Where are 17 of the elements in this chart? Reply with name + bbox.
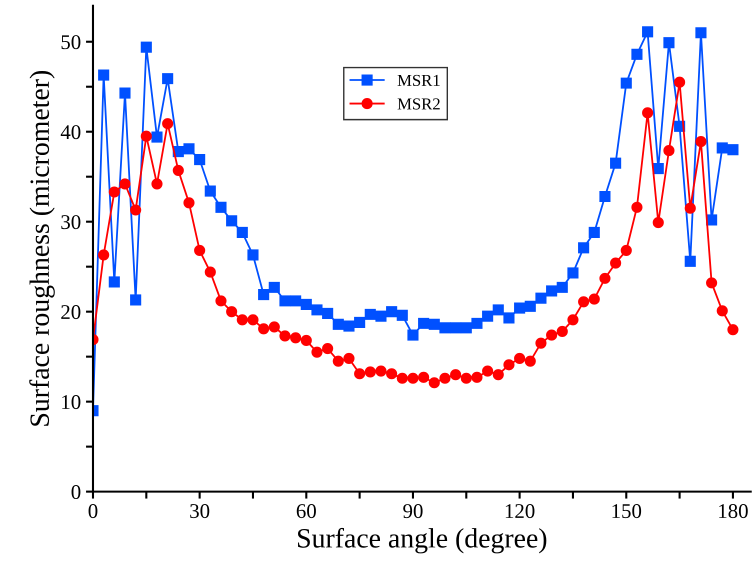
y-tick-label: 0 bbox=[72, 485, 80, 500]
x-tick-label: 60 bbox=[296, 504, 316, 518]
x-tick-label: 120 bbox=[506, 504, 534, 518]
x-tick-label: 150 bbox=[612, 504, 642, 518]
y-tick-label: 10 bbox=[62, 395, 80, 410]
y-tick-label: 50 bbox=[62, 35, 80, 50]
x-tick-label: 0 bbox=[88, 504, 98, 518]
x-tick-label: 90 bbox=[403, 504, 423, 518]
x-axis-title: Surface angle (degree) bbox=[298, 528, 546, 554]
legend-label: MSR2 bbox=[398, 98, 440, 110]
legend-label: MSR1 bbox=[398, 74, 440, 86]
x-tick-label: 30 bbox=[190, 504, 210, 518]
y-tick-label: 20 bbox=[61, 305, 80, 320]
y-tick-label: 40 bbox=[60, 125, 80, 140]
y-axis-title: Surface roughness (micrometer) bbox=[29, 70, 55, 426]
x-tick-label: 180 bbox=[719, 504, 748, 518]
y-tick-label: 30 bbox=[61, 215, 80, 230]
